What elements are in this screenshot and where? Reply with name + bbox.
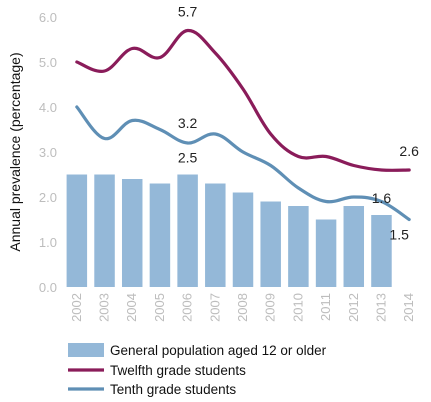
bar — [232, 192, 254, 287]
bar — [343, 206, 365, 287]
data-label: 3.2 — [178, 115, 198, 131]
data-label: 5.7 — [178, 4, 198, 20]
y-tick-label: 6.0 — [39, 10, 57, 25]
legend-entry: General population aged 12 or older — [110, 343, 327, 358]
legend-entry: Twelfth grade students — [110, 363, 246, 378]
bar — [315, 219, 337, 287]
legend-entry: Tenth grade students — [110, 382, 236, 397]
y-axis-ticks: 0.0 1.0 2.0 3.0 4.0 5.0 6.0 — [39, 10, 57, 295]
data-label: 1.6 — [372, 190, 392, 206]
x-tick-label: 2010 — [290, 293, 305, 322]
x-tick-label: 2005 — [152, 293, 167, 322]
x-tick-label: 2012 — [346, 293, 361, 322]
y-tick-label: 1.0 — [39, 235, 57, 250]
y-tick-label: 5.0 — [39, 55, 57, 70]
x-axis-ticks: 2002 2003 2004 2005 2006 2007 2008 2009 2010 2011… — [69, 293, 416, 322]
bar — [177, 174, 198, 287]
data-label: 1.5 — [389, 227, 409, 243]
y-tick-label: 0.0 — [39, 280, 57, 295]
series-lines — [75, 28, 411, 222]
series-line — [75, 28, 411, 172]
bar — [121, 179, 143, 287]
x-tick-label: 2002 — [69, 293, 84, 322]
bar — [260, 201, 281, 287]
y-tick-label: 2.0 — [39, 190, 57, 205]
bar — [205, 183, 226, 287]
series-line — [75, 105, 411, 222]
bar — [288, 206, 309, 287]
x-tick-label: 2009 — [263, 293, 278, 322]
legend: General population aged 12 or older Twelf… — [68, 343, 327, 397]
x-tick-label: 2006 — [180, 293, 195, 322]
y-axis-label: Annual prevalence (percentage) — [7, 52, 23, 251]
bar — [94, 174, 115, 287]
x-tick-label: 2008 — [235, 293, 250, 322]
y-tick-label: 4.0 — [39, 100, 57, 115]
y-tick-label: 3.0 — [39, 145, 57, 160]
annotations: 5.7 3.2 2.5 2.6 1.6 1.5 — [178, 4, 419, 243]
bar — [66, 174, 88, 287]
x-tick-label: 2011 — [318, 293, 333, 321]
bar — [149, 183, 171, 287]
data-label: 2.5 — [178, 150, 198, 166]
data-label: 2.6 — [399, 143, 419, 159]
x-tick-label: 2014 — [401, 293, 416, 322]
x-tick-label: 2004 — [124, 293, 139, 322]
bar — [371, 215, 392, 287]
legend-swatch — [68, 343, 104, 357]
x-tick-label: 2007 — [207, 293, 222, 322]
bars — [66, 174, 392, 287]
x-tick-label: 2013 — [373, 293, 388, 322]
x-tick-label: 2003 — [97, 293, 112, 322]
